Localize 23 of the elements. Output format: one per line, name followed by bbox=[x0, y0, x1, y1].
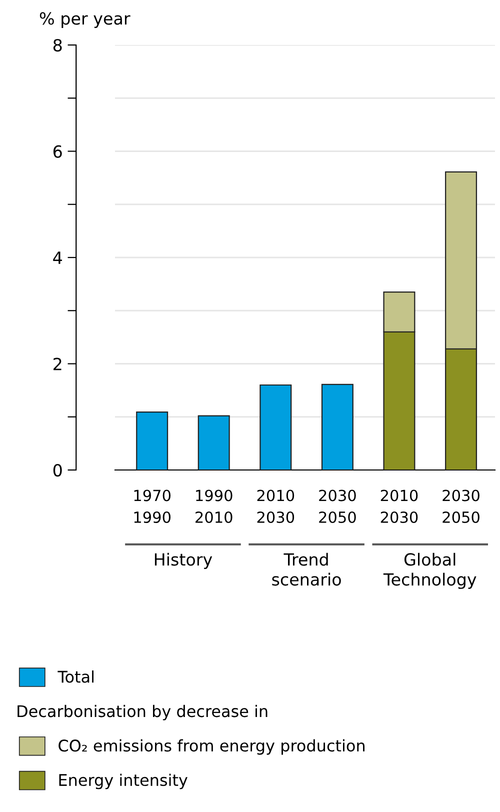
text: History bbox=[154, 552, 212, 570]
legend-label: CO₂ emissions from energy production bbox=[58, 739, 364, 755]
text: Global Technology bbox=[383, 552, 476, 589]
y-tick-label: 0 bbox=[53, 464, 62, 477]
x-tick-label: 2030 2050 bbox=[442, 490, 480, 524]
bar bbox=[260, 384, 292, 470]
x-tick-label: 2030 2050 bbox=[319, 490, 356, 524]
legend-label: Energy intensity bbox=[59, 774, 188, 790]
bar bbox=[321, 384, 354, 470]
y-tick-label: 4 bbox=[53, 252, 62, 264]
bar bbox=[198, 415, 230, 470]
y-tick-label: 8 bbox=[53, 38, 62, 52]
y-axis-title: % per year bbox=[40, 12, 130, 28]
bar bbox=[136, 412, 168, 470]
x-tick-label: 1970 1990 bbox=[134, 490, 170, 524]
y-tick-label: 6 bbox=[53, 145, 62, 158]
x-tick-label: 1990 2010 bbox=[196, 490, 232, 524]
legend-label: Total bbox=[58, 670, 94, 683]
x-tick-label: 2010 2030 bbox=[380, 490, 418, 524]
text: Trend scenario bbox=[272, 552, 341, 586]
text: Decarbonisation by decrease in bbox=[18, 704, 268, 720]
x-tick-label: 2010 2030 bbox=[257, 490, 294, 524]
y-tick-label: 2 bbox=[54, 358, 62, 370]
